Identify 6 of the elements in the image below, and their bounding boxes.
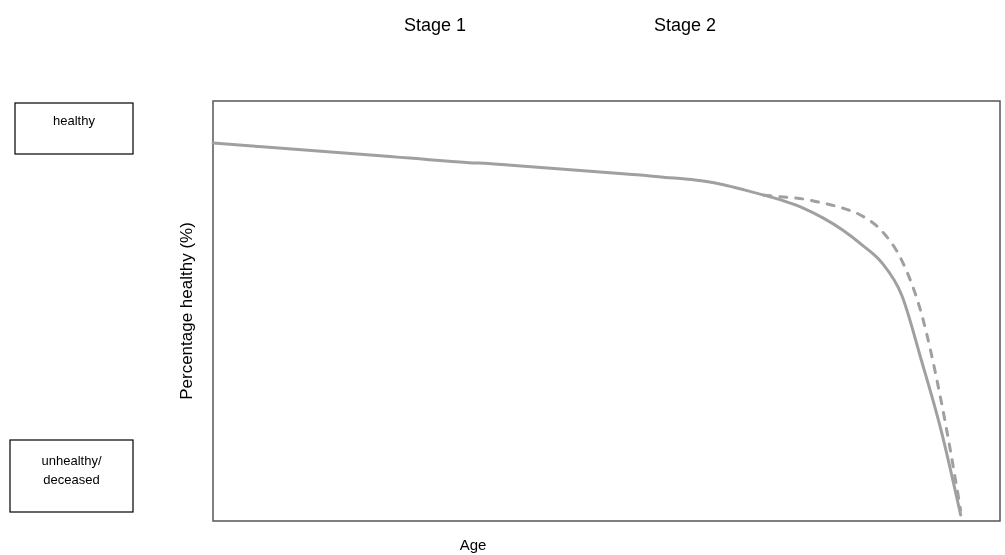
y-axis-title: Percentage healthy (%) <box>177 222 196 400</box>
text: unhealthy/deceased <box>41 453 102 487</box>
text: healthy <box>53 113 96 128</box>
text: Stage 2 <box>653 15 717 35</box>
x-axis-title: Age <box>459 536 487 553</box>
text: Stage 1 <box>403 15 467 35</box>
